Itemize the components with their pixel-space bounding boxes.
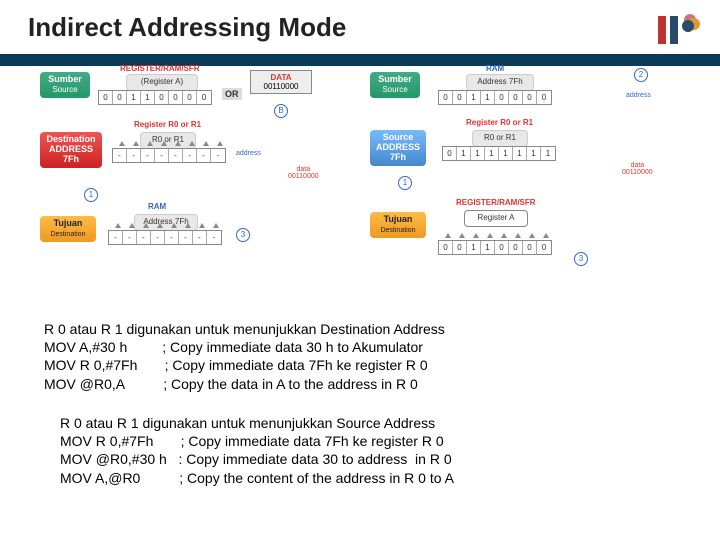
data-low-r: data 00110000: [622, 162, 653, 176]
bits-mid-right: 0 1 1 1 1 1 1 1: [442, 146, 556, 161]
reg-sfr-label-l: REGISTER/RAM/SFR: [120, 64, 200, 73]
circ-1-l: 1: [84, 188, 98, 202]
tujuan-dest-r: Tujuan Destination: [370, 212, 426, 238]
code-block-2: R 0 atau R 1 digunakan untuk menunjukkan…: [60, 414, 454, 487]
sumber-text: Sumber: [48, 74, 82, 84]
b1-l2: MOV A,#30 h ; Copy immediate data 30 h t…: [44, 338, 445, 356]
address-label-r1: address: [626, 92, 651, 99]
address-label-l1: address: [236, 150, 261, 157]
circ-2-r: 2: [634, 68, 648, 82]
reg-sfr-label-r: REGISTER/RAM/SFR: [456, 198, 536, 207]
ram-label-l: RAM: [148, 202, 166, 211]
panel-left: Sumber Source REGISTER/RAM/SFR (Register…: [40, 66, 350, 306]
logo-icon: [654, 8, 702, 48]
code-block-1: R 0 atau R 1 digunakan untuk menunjukkan…: [44, 320, 445, 393]
page-title: Indirect Addressing Mode: [28, 12, 346, 43]
circ-3-l: 3: [236, 228, 250, 242]
bits-low-right: 0 0 1 1 0 0 0 0: [438, 240, 552, 255]
b2-l3: MOV @R0,#30 h : Copy immediate data 30 t…: [60, 450, 454, 468]
circ-b-l: B: [274, 104, 288, 118]
circ-3-r: 3: [574, 252, 588, 266]
sumber-source-label: Sumber Source: [40, 72, 90, 98]
destination-text-l: Destination: [50, 231, 85, 238]
b1-l3: MOV R 0,#7Fh ; Copy immediate data 7Fh k…: [44, 356, 445, 374]
source-text: Source: [52, 85, 77, 94]
src-addr-7fh-r: Source ADDRESS 7Fh: [370, 130, 426, 166]
or-label-l: OR: [222, 88, 242, 100]
dest-addr-7fh-l: Destination ADDRESS 7Fh: [40, 132, 102, 168]
sumber-source-r: Sumber Source: [370, 72, 420, 98]
ram-label-r: RAM: [486, 64, 504, 73]
register-a-box: (Register A): [126, 74, 198, 91]
reg-r0r1-label-r: Register R0 or R1: [466, 118, 533, 127]
tujuan-text-l: Tujuan: [54, 218, 83, 228]
reg-r0r1-label-l: Register R0 or R1: [134, 120, 201, 129]
arrows-low-l: [108, 223, 220, 231]
b2-l4: MOV A,@R0 ; Copy the content of the addr…: [60, 469, 454, 487]
addr7f-box-r: Address 7Fh: [466, 74, 534, 91]
diagram-area: Sumber Source REGISTER/RAM/SFR (Register…: [40, 66, 680, 306]
register-a-box-r: Register A: [464, 210, 528, 227]
arrows-low-r: [438, 233, 550, 241]
bits-top-left: 0 0 1 1 0 0 0 0: [98, 90, 212, 105]
data-00110000-l: DATA00110000: [250, 70, 312, 94]
b1-l1: R 0 atau R 1 digunakan untuk menunjukkan…: [44, 320, 445, 338]
b2-l1: R 0 atau R 1 digunakan untuk menunjukkan…: [60, 414, 454, 432]
tujuan-dest-l: Tujuan Destination: [40, 216, 96, 242]
bits-low-left: - - - - - - - -: [108, 230, 222, 245]
data-low-l1: data 00110000: [288, 166, 319, 180]
bits-top-right: 0 0 1 1 0 0 0 0: [438, 90, 552, 105]
circ-1-r: 1: [398, 176, 412, 190]
r0-or-r1-box-r: R0 or R1: [472, 130, 528, 147]
title-bar: [0, 54, 720, 66]
panel-right: Sumber Source RAM Address 7Fh 0 0 1 1 0 …: [370, 66, 680, 306]
arrows-mid-l: [112, 141, 224, 149]
b1-l4: MOV @R0,A ; Copy the data in A to the ad…: [44, 375, 445, 393]
bits-mid-left: - - - - - - - -: [112, 148, 226, 163]
b2-l2: MOV R 0,#7Fh ; Copy immediate data 7Fh k…: [60, 432, 454, 450]
